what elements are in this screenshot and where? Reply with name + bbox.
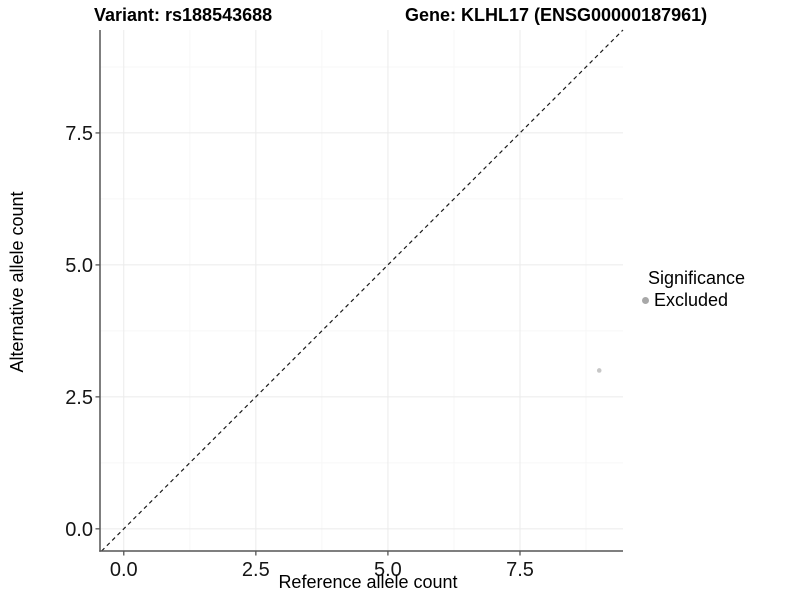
x-tick-label: 0.0: [110, 559, 138, 581]
legend-point-marker: [642, 297, 649, 304]
y-tick-label: 5.0: [65, 255, 93, 277]
legend: Significance Excluded: [638, 268, 745, 311]
legend-item-excluded: Excluded: [638, 290, 745, 311]
legend-title: Significance: [648, 268, 746, 288]
y-axis-title: Alternative allele count: [7, 191, 27, 373]
y-tick-label: 7.5: [65, 123, 93, 145]
plot-title-gene: Gene: KLHL17 (ENSG00000187961): [405, 5, 708, 25]
y-tick-label: 0.0: [65, 519, 93, 541]
plot-title-variant: Variant: rs188543688: [94, 5, 273, 25]
legend-item-label: Excluded: [654, 290, 729, 310]
x-tick-label: 7.5: [506, 559, 534, 581]
x-tick-label: 2.5: [242, 559, 270, 581]
y-tick-label: 2.5: [65, 387, 93, 409]
identity-line: [101, 29, 624, 552]
x-tick-label: 5.0: [374, 559, 402, 581]
data-point: [596, 368, 602, 373]
x-axis-title: Reference allele count: [278, 572, 458, 592]
